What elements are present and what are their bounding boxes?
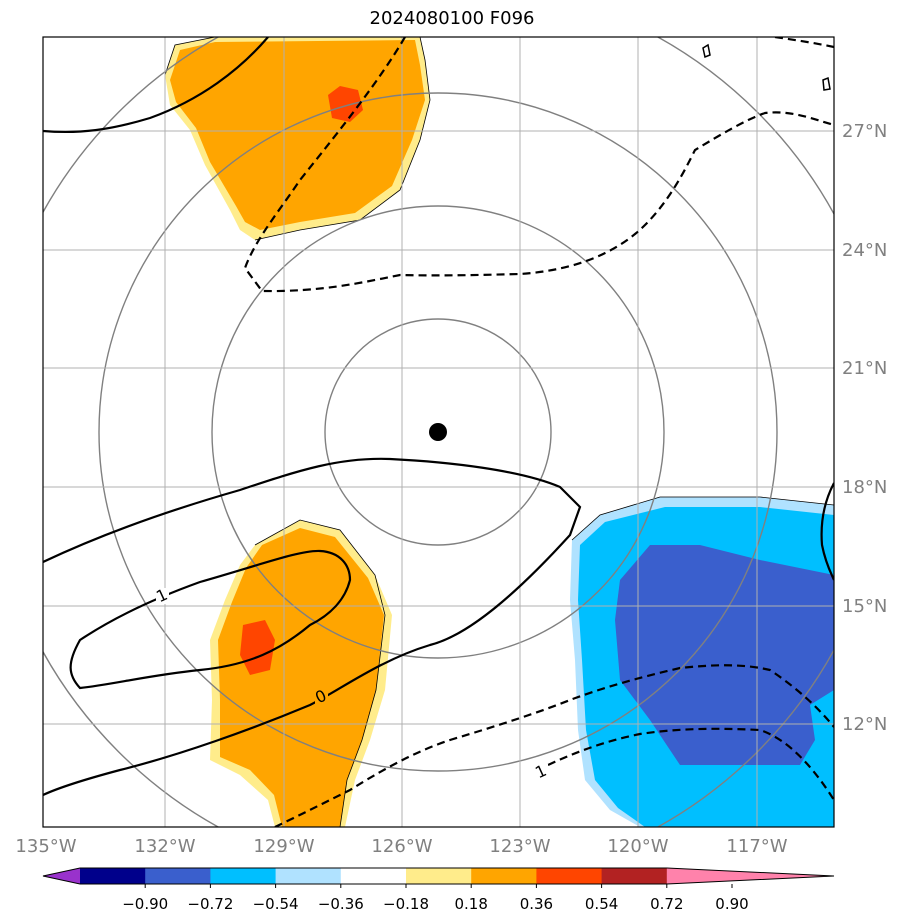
colorbar-tick-label: −0.90 (122, 895, 168, 913)
lat-label: 24°N (842, 240, 887, 261)
lat-label: 15°N (842, 596, 887, 617)
colorbar-bin (536, 868, 603, 884)
colorbar-bin (406, 868, 472, 884)
range-rings (43, 37, 834, 827)
positive-anomaly-region-north (164, 37, 431, 241)
gridlines (43, 37, 834, 827)
colorbar-tick-label: 0.18 (454, 895, 487, 913)
colorbar-tick-label: −0.72 (187, 895, 233, 913)
lon-label: 120°W (607, 836, 668, 857)
colorbar-extend-low (43, 868, 80, 884)
negative-anomaly-region (570, 496, 834, 827)
storm-center-marker (429, 423, 447, 441)
colorbar-bin (471, 868, 537, 884)
lon-label: 129°W (253, 836, 314, 857)
lat-label: 21°N (842, 358, 887, 379)
colorbar-tick-label: 0.72 (650, 895, 683, 913)
colorbar-tick-label: −0.36 (318, 895, 364, 913)
lat-label: 27°N (842, 121, 887, 142)
colorbar: −0.90 −0.72 −0.54 −0.36 −0.18 0.18 0.36 0.54 0.7… (42, 867, 835, 913)
colorbar-tick-label: 0.90 (715, 895, 748, 913)
colorbar-tick-label: −0.54 (253, 895, 299, 913)
colorbar-bin (601, 868, 668, 884)
lon-label: 132°W (134, 836, 195, 857)
positive-anomaly-region-south (210, 519, 392, 827)
lon-label: 126°W (371, 836, 432, 857)
colorbar-tick-label: 0.36 (520, 895, 553, 913)
lon-label: 123°W (489, 836, 550, 857)
longitude-labels: 135°W 132°W 129°W 126°W 123°W 120°W 117°… (15, 836, 787, 857)
lon-label: 135°W (15, 836, 76, 857)
lat-label: 18°N (842, 477, 887, 498)
latitude-labels: 27°N 24°N 21°N 18°N 15°N 12°N (842, 121, 887, 735)
map-border (42, 36, 835, 828)
colorbar-tick-label: 0.54 (585, 895, 618, 913)
solid-contours (43, 37, 834, 796)
colorbar-bin (340, 868, 407, 884)
lon-label: 117°W (726, 836, 787, 857)
colorbar-bin (145, 868, 211, 884)
colorbar-bin (210, 868, 277, 884)
map-panel: 1 0 1 (43, 37, 834, 827)
lat-label: 12°N (842, 714, 887, 735)
dashed-contours (243, 37, 834, 827)
contour-labels: 1 0 1 (153, 585, 549, 783)
colorbar-extend-high (666, 868, 834, 884)
map-title: 2024080100 F096 (369, 8, 535, 29)
colorbar-tick-label: −0.18 (383, 895, 429, 913)
colorbar-bin (80, 868, 146, 884)
colorbar-outline (42, 867, 835, 885)
colorbar-bin (275, 868, 342, 884)
